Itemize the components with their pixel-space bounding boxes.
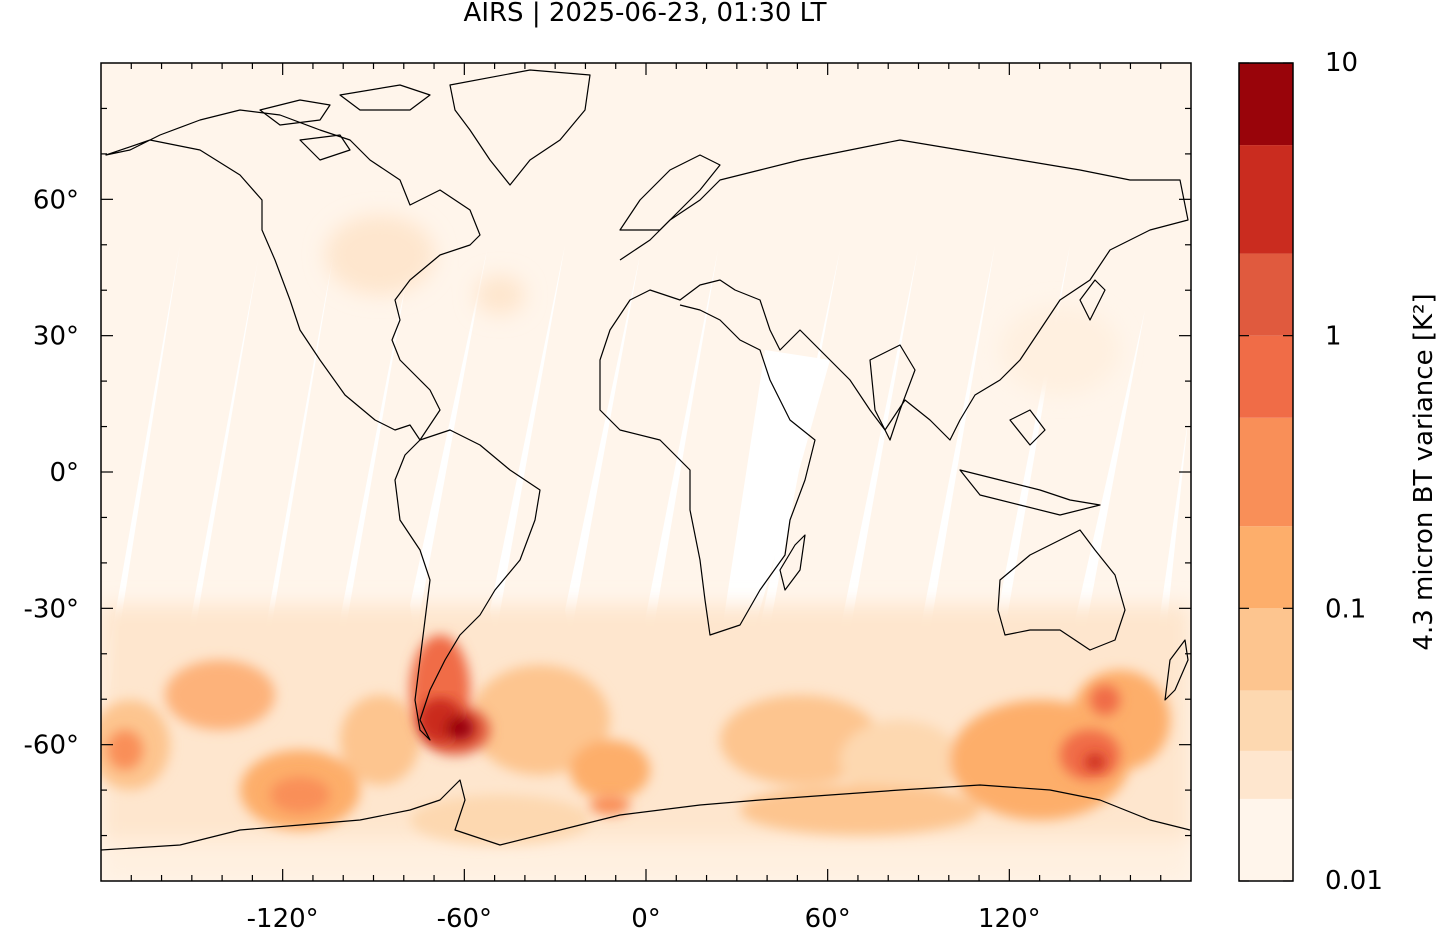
coastline-japan bbox=[1079, 279, 1106, 321]
coastline-antarctica bbox=[101, 779, 1191, 851]
colorbar-band bbox=[1239, 335, 1293, 418]
colorbar-tick-label: 0.01 bbox=[1325, 866, 1383, 896]
y-tick-label: -30° bbox=[24, 594, 79, 624]
colorbar-band bbox=[1239, 690, 1293, 751]
orbit-gap bbox=[490, 245, 565, 640]
orbit-gap bbox=[182, 260, 258, 690]
y-tick-label: 30° bbox=[33, 322, 79, 352]
orbit-gap bbox=[108, 245, 180, 690]
orbit-gap bbox=[755, 250, 840, 680]
orbit-gap bbox=[565, 255, 640, 640]
colorbar: 0.01 0.1 1 10 4.3 micron BT variance [K²] bbox=[1238, 48, 1439, 896]
y-tick-label: -60° bbox=[24, 731, 79, 761]
coastline-new-zealand bbox=[1164, 639, 1189, 701]
colorbar-band bbox=[1239, 253, 1293, 336]
orbit-gap bbox=[410, 250, 487, 640]
coastline-eurasia-africa bbox=[599, 139, 1189, 636]
colorbar-band bbox=[1239, 526, 1293, 609]
variance-field-peak bbox=[418, 698, 1105, 770]
coastlines bbox=[101, 69, 1191, 851]
coastline-madagascar bbox=[779, 534, 806, 591]
x-tick-label: -120° bbox=[247, 904, 319, 930]
axis-labels: -120° -60° 0° 60° 120° -60° -30° 0° 30° 60° bbox=[24, 185, 1041, 930]
chart-title: AIRS | 2025-06-23, 01:30 LT bbox=[463, 0, 827, 28]
variance-field-moderate bbox=[101, 660, 1170, 845]
y-tick-label: 60° bbox=[33, 185, 79, 215]
coastline-scandinavia bbox=[619, 154, 721, 231]
map-plot-area bbox=[101, 63, 1191, 881]
x-tick-label: 0° bbox=[631, 904, 661, 930]
axis-ticks bbox=[101, 63, 1191, 881]
colorbar-band bbox=[1239, 63, 1293, 146]
x-tick-label: 120° bbox=[978, 904, 1041, 930]
colorbar-band bbox=[1239, 798, 1293, 881]
colorbar-band bbox=[1239, 750, 1293, 799]
orbit-gap bbox=[258, 245, 335, 695]
y-tick-label: 0° bbox=[49, 458, 79, 488]
coastline-india bbox=[869, 344, 916, 441]
coastline-australia bbox=[997, 529, 1126, 651]
colorbar-ticks bbox=[1239, 62, 1293, 882]
coastline-greenland bbox=[449, 69, 591, 186]
colorbar-band bbox=[1239, 608, 1293, 691]
orbit-gap bbox=[332, 260, 410, 690]
coastline-south-america bbox=[394, 429, 541, 741]
colorbar-frame bbox=[1238, 62, 1294, 882]
colorbar-tick-label: 0.1 bbox=[1325, 594, 1366, 624]
orbit-gap bbox=[920, 245, 995, 660]
colorbar-band bbox=[1239, 417, 1293, 527]
coastline-north-america bbox=[105, 109, 481, 441]
coastline-indonesia bbox=[959, 409, 1101, 516]
coastline-arctic-islands bbox=[259, 84, 431, 161]
colorbar-bands bbox=[1239, 63, 1293, 881]
colorbar-tick-label: 10 bbox=[1325, 48, 1358, 78]
x-tick-label: -60° bbox=[437, 904, 492, 930]
x-tick-label: 60° bbox=[805, 904, 851, 930]
colorbar-label: 4.3 micron BT variance [K²] bbox=[1409, 293, 1439, 650]
colorbar-tick-labels: 0.01 0.1 1 10 bbox=[1325, 48, 1383, 896]
orbit-gaps bbox=[108, 245, 1188, 770]
colorbar-band bbox=[1239, 145, 1293, 254]
colorbar-tick-label: 1 bbox=[1325, 322, 1342, 352]
orbit-gap bbox=[1075, 310, 1145, 660]
orbit-gap bbox=[645, 250, 718, 650]
orbit-gap bbox=[840, 250, 918, 660]
